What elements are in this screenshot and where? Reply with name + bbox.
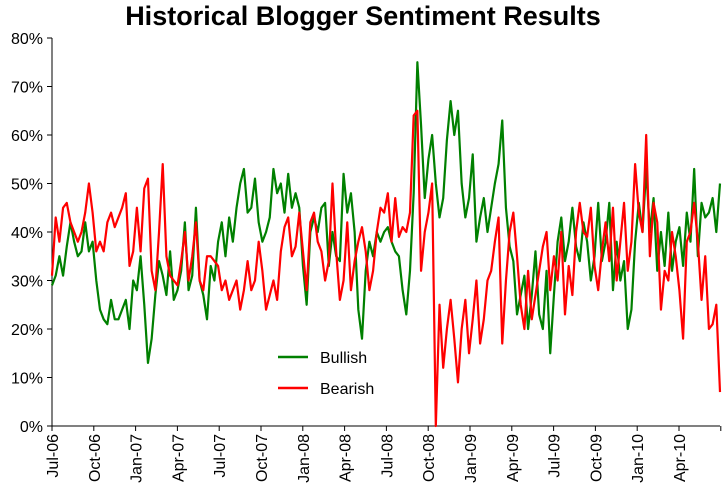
x-tick-label: Oct-07 [254, 434, 271, 482]
x-tick-label: Apr-08 [338, 434, 355, 482]
series-line-bullish [50, 61, 722, 365]
x-tick-label: Jul-06 [45, 434, 62, 478]
y-tick-label: 40% [11, 225, 43, 242]
legend-label-bullish: Bullish [320, 350, 367, 367]
y-tick-label: 0% [20, 419, 43, 436]
x-tick-label: Jan-10 [630, 434, 647, 483]
y-tick-label: 80% [11, 31, 43, 48]
x-tick-label: Apr-09 [505, 434, 522, 482]
x-tick-label: Jan-09 [463, 434, 480, 483]
x-tick-label: Oct-06 [87, 434, 104, 482]
series-line-bearish [50, 109, 722, 428]
y-tick-label: 20% [11, 322, 43, 339]
tick-labels: 0% 10% 20% 30% 40% 50% 60% 70% 80% Jul-06 Oct-06 Ja… [11, 31, 722, 483]
x-tick-label: Apr-10 [672, 434, 689, 482]
chart-title: Historical Blogger Sentiment Results [125, 1, 601, 31]
x-tick-label: Jul-09 [547, 434, 564, 478]
series-layer [50, 61, 722, 428]
x-tick-label: Apr-07 [170, 434, 187, 482]
x-tick-label: Oct-09 [588, 434, 605, 482]
y-tick-label: 30% [11, 274, 43, 291]
y-tick-label: 50% [11, 177, 43, 194]
x-tick-label: Jul-08 [379, 434, 396, 478]
legend: Bullish Bearish [278, 350, 374, 398]
y-tick-label: 60% [11, 128, 43, 145]
x-tick-label: Oct-08 [421, 434, 438, 482]
y-tick-label: 70% [11, 80, 43, 97]
y-tick-label: 10% [11, 371, 43, 388]
axes [51, 38, 720, 427]
x-tick-label: Jan-07 [129, 434, 146, 483]
x-tick-label: Jul-07 [212, 434, 229, 478]
x-tick-label: Jan-08 [296, 434, 313, 483]
legend-label-bearish: Bearish [320, 381, 374, 398]
